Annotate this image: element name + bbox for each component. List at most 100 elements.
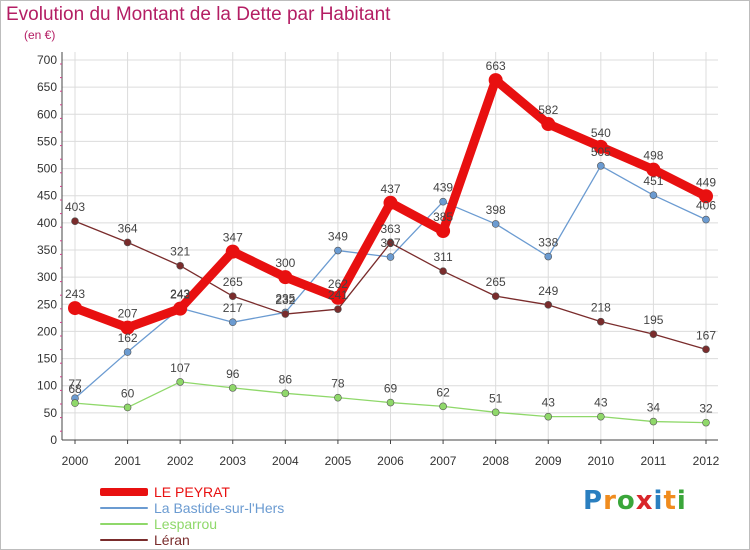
data-point	[649, 191, 658, 199]
data-point	[334, 246, 342, 255]
data-label: 437	[380, 182, 400, 196]
data-point	[386, 253, 395, 261]
data-label: 86	[279, 372, 293, 386]
data-point	[544, 301, 553, 309]
data-label: 162	[118, 331, 138, 345]
data-point	[597, 412, 605, 421]
data-label: 451	[643, 174, 663, 188]
data-point	[702, 215, 710, 224]
x-tick-label: 2009	[535, 454, 562, 468]
data-label: 243	[170, 287, 190, 301]
chart-unit: (en €)	[24, 28, 56, 42]
legend-label: La Bastide-sur-l'Hers	[154, 500, 285, 516]
y-tick-label: 650	[37, 80, 57, 94]
data-point	[383, 195, 398, 210]
logo-letter: o	[616, 486, 636, 516]
legend-label: Léran	[154, 532, 190, 548]
data-point	[278, 270, 293, 285]
logo-letter: r	[603, 486, 617, 516]
legend-swatch	[100, 507, 148, 509]
data-label: 347	[223, 231, 243, 245]
data-point	[699, 189, 713, 204]
data-label: 364	[118, 221, 138, 235]
data-label: 663	[486, 59, 506, 73]
data-label: 60	[121, 386, 135, 400]
data-point	[228, 292, 237, 300]
data-label: 218	[591, 301, 611, 315]
data-label: 403	[65, 200, 85, 214]
data-point	[228, 318, 237, 327]
data-point	[334, 305, 342, 313]
data-label: 582	[538, 103, 558, 117]
data-point	[439, 402, 447, 411]
logo-letter: x	[635, 486, 654, 516]
data-label: 217	[223, 301, 243, 315]
data-point	[386, 239, 395, 247]
x-tick-label: 2003	[219, 454, 246, 468]
logo-letter: t	[663, 486, 677, 516]
data-point	[228, 384, 237, 392]
data-label: 69	[384, 382, 398, 396]
data-point	[120, 320, 135, 335]
x-tick-label: 2008	[482, 454, 509, 468]
data-point	[702, 345, 710, 354]
data-label: 363	[380, 222, 400, 236]
data-point	[491, 220, 500, 228]
data-label: 32	[699, 402, 713, 416]
x-tick-label: 2010	[587, 454, 614, 468]
y-tick-label: 600	[37, 107, 57, 121]
y-tick-label: 100	[37, 379, 57, 393]
data-label: 449	[696, 175, 716, 189]
x-tick-label: 2004	[272, 454, 299, 468]
y-tick-label: 350	[37, 243, 57, 257]
data-label: 321	[170, 245, 190, 259]
legend-swatch	[100, 523, 148, 525]
data-label: 43	[594, 396, 608, 410]
data-label: 311	[434, 250, 453, 264]
data-point	[439, 267, 447, 275]
data-label: 262	[328, 277, 348, 291]
data-label: 34	[647, 401, 661, 415]
data-point	[702, 418, 710, 427]
data-point	[123, 348, 132, 356]
data-point	[225, 244, 240, 259]
data-point	[649, 417, 658, 426]
y-tick-label: 200	[37, 324, 57, 338]
data-point	[173, 301, 188, 316]
x-tick-label: 2007	[430, 454, 457, 468]
data-label: 243	[65, 287, 85, 301]
data-label: 406	[696, 199, 716, 213]
x-tick-label: 2006	[377, 454, 404, 468]
data-label: 249	[538, 284, 558, 298]
data-label: 43	[542, 396, 556, 410]
data-label: 349	[328, 230, 348, 244]
data-point	[71, 399, 79, 407]
data-point	[176, 378, 184, 386]
data-label: 167	[696, 328, 716, 342]
x-tick-label: 2011	[641, 454, 667, 468]
data-label: 235	[275, 291, 295, 305]
data-point	[439, 197, 447, 206]
y-tick-label: 400	[37, 216, 57, 230]
data-point	[281, 310, 290, 318]
legend-swatch	[100, 539, 148, 541]
data-point	[593, 139, 608, 154]
data-label: 398	[486, 203, 506, 217]
data-point	[123, 403, 132, 412]
data-label: 78	[331, 377, 345, 391]
data-point	[544, 252, 553, 261]
data-label: 300	[275, 256, 295, 270]
data-label: 439	[433, 181, 453, 195]
data-label: 51	[489, 391, 503, 405]
data-point	[436, 224, 451, 238]
y-tick-label: 500	[37, 162, 57, 176]
data-label: 232	[275, 293, 295, 307]
data-label: 195	[643, 313, 663, 327]
data-label: 385	[433, 210, 453, 224]
data-label: 107	[170, 361, 190, 375]
data-point	[123, 238, 132, 247]
y-tick-label: 550	[37, 134, 57, 148]
logo-letter: P	[583, 486, 604, 516]
data-point	[68, 301, 82, 316]
